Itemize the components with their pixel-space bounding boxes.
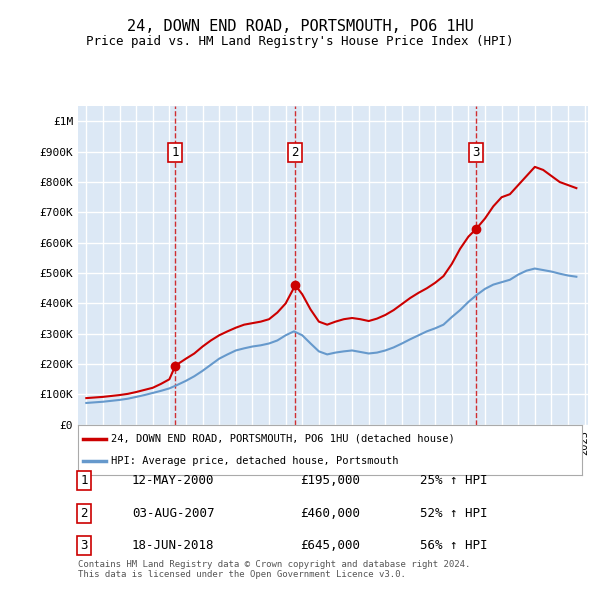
Text: £645,000: £645,000 bbox=[300, 539, 360, 552]
Text: £195,000: £195,000 bbox=[300, 474, 360, 487]
Text: £460,000: £460,000 bbox=[300, 507, 360, 520]
Text: 24, DOWN END ROAD, PORTSMOUTH, PO6 1HU: 24, DOWN END ROAD, PORTSMOUTH, PO6 1HU bbox=[127, 19, 473, 34]
Text: 2: 2 bbox=[292, 146, 299, 159]
Text: 25% ↑ HPI: 25% ↑ HPI bbox=[420, 474, 487, 487]
Text: 1: 1 bbox=[80, 474, 88, 487]
Text: 3: 3 bbox=[80, 539, 88, 552]
Text: HPI: Average price, detached house, Portsmouth: HPI: Average price, detached house, Port… bbox=[111, 456, 398, 466]
Text: 24, DOWN END ROAD, PORTSMOUTH, PO6 1HU (detached house): 24, DOWN END ROAD, PORTSMOUTH, PO6 1HU (… bbox=[111, 434, 455, 444]
Text: 03-AUG-2007: 03-AUG-2007 bbox=[132, 507, 215, 520]
Text: 18-JUN-2018: 18-JUN-2018 bbox=[132, 539, 215, 552]
Text: Price paid vs. HM Land Registry's House Price Index (HPI): Price paid vs. HM Land Registry's House … bbox=[86, 35, 514, 48]
Text: Contains HM Land Registry data © Crown copyright and database right 2024.
This d: Contains HM Land Registry data © Crown c… bbox=[78, 560, 470, 579]
Text: 2: 2 bbox=[80, 507, 88, 520]
Text: 3: 3 bbox=[472, 146, 480, 159]
Text: 56% ↑ HPI: 56% ↑ HPI bbox=[420, 539, 487, 552]
Text: 52% ↑ HPI: 52% ↑ HPI bbox=[420, 507, 487, 520]
Text: 1: 1 bbox=[172, 146, 179, 159]
Text: 12-MAY-2000: 12-MAY-2000 bbox=[132, 474, 215, 487]
